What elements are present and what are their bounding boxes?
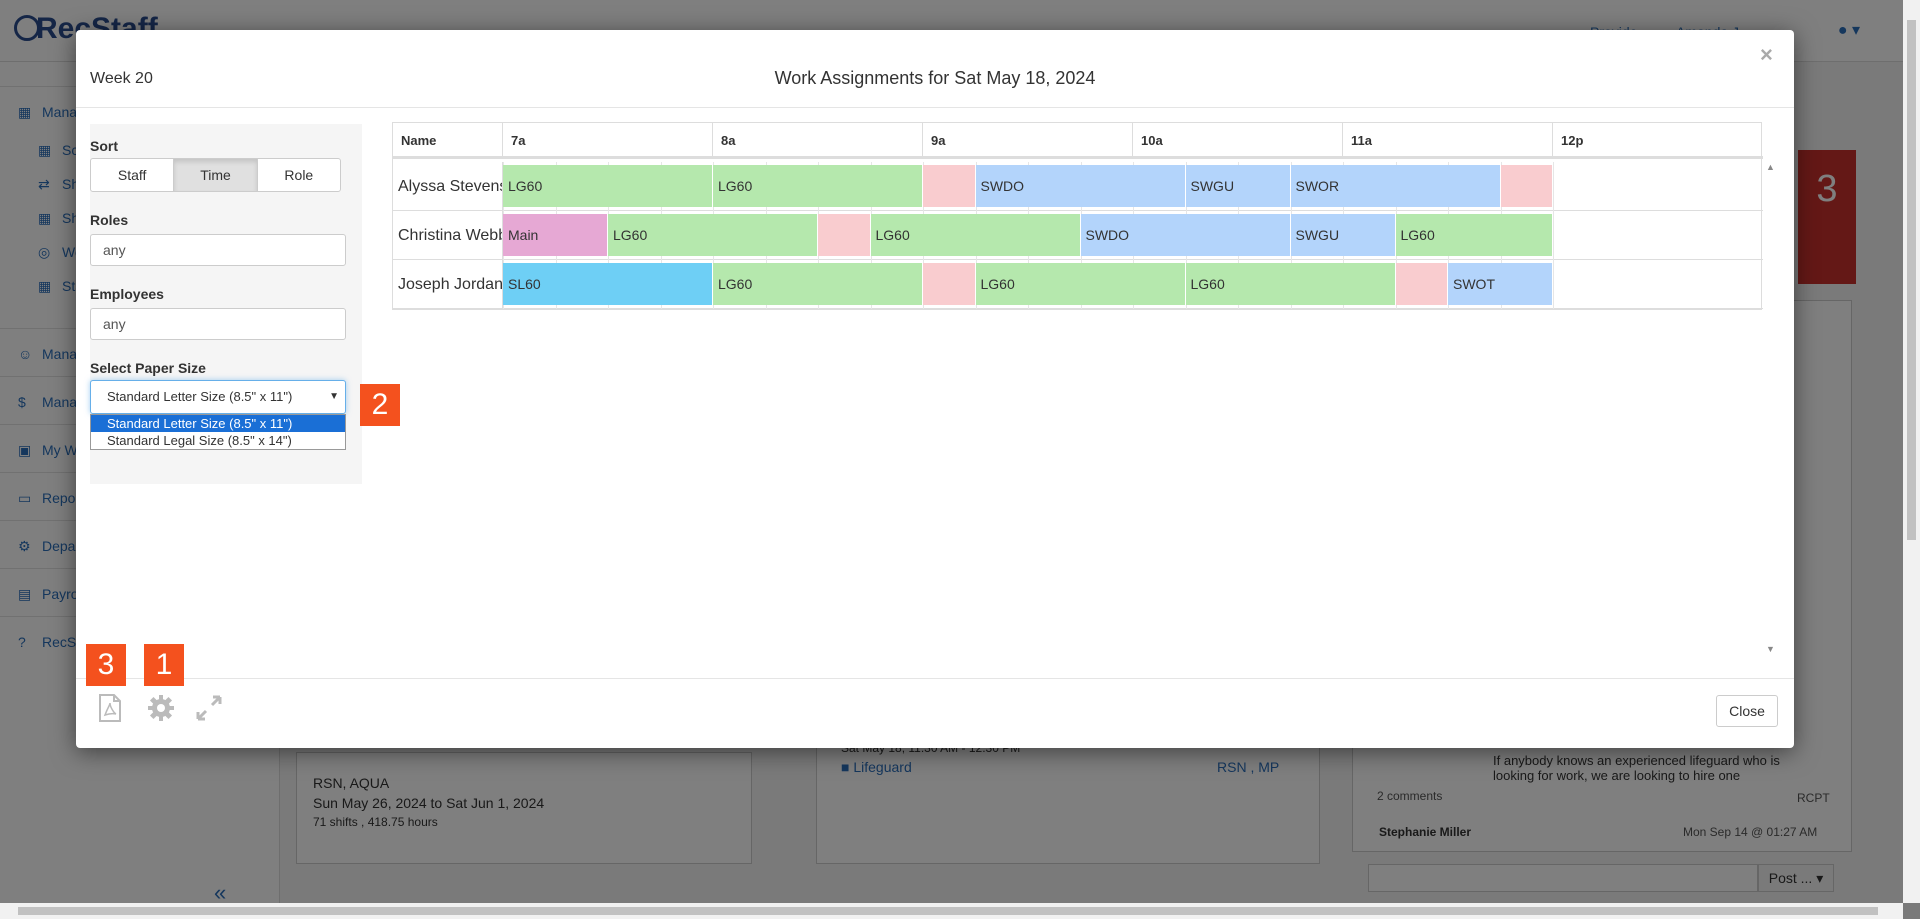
assignment-block[interactable]: LG60: [870, 214, 1081, 256]
sort-staff-button[interactable]: Staff: [91, 159, 175, 191]
grid-header-hour: 9a: [923, 123, 1133, 159]
grid-header-hour: 7a: [503, 123, 713, 159]
assignment-block[interactable]: SWOR: [1290, 165, 1501, 207]
roles-input[interactable]: any: [90, 234, 346, 266]
assignment-block[interactable]: LG60: [1185, 263, 1396, 305]
assignment-block[interactable]: LG60: [503, 165, 713, 207]
roles-label: Roles: [90, 212, 129, 228]
sort-time-button[interactable]: Time: [174, 159, 258, 191]
modal-footer: Close: [76, 678, 1794, 748]
modal-title: Work Assignments for Sat May 18, 2024: [774, 68, 1096, 88]
assignment-block[interactable]: SWGU: [1290, 214, 1396, 256]
table-row: Alyssa Stevens LG60 LG60 SWDO SWGU SWOR: [393, 162, 1763, 211]
grid-header-hour: 10a: [1133, 123, 1343, 159]
employee-name: Joseph Jordan: [393, 260, 503, 309]
assignment-block[interactable]: LG60: [713, 165, 923, 207]
paper-option-legal[interactable]: Standard Legal Size (8.5" x 14"): [107, 433, 292, 448]
table-row: Christina Webb Main LG60 LG60 SWDO SWGU LG60: [393, 211, 1763, 260]
assignment-block[interactable]: [1500, 165, 1553, 207]
assignment-block[interactable]: [923, 165, 976, 207]
grid-header-hour: 12p: [1561, 133, 1584, 148]
page-vertical-scrollbar[interactable]: [1903, 0, 1920, 903]
grid-line: [1553, 211, 1554, 260]
grid-header-hour: 11a: [1343, 123, 1553, 159]
week-label: Week 20: [90, 70, 153, 87]
work-assignments-modal: Week 20 Work Assignments for Sat May 18,…: [76, 30, 1794, 748]
assignment-block[interactable]: SWGU: [1185, 165, 1291, 207]
assignment-block[interactable]: [818, 214, 871, 256]
grid-line: [1553, 162, 1554, 211]
sort-button-group: Staff Time Role: [90, 158, 341, 192]
paper-size-selected: Standard Letter Size (8.5" x 11"): [107, 389, 293, 404]
assignment-block[interactable]: [1395, 263, 1448, 305]
assignment-block[interactable]: SWDO: [975, 165, 1186, 207]
marker-2: 2: [360, 384, 400, 426]
assignment-block[interactable]: LG60: [713, 263, 923, 305]
assignment-block[interactable]: SL60: [503, 263, 713, 305]
assignment-block[interactable]: SWOT: [1448, 263, 1553, 305]
modal-header: Week 20 Work Assignments for Sat May 18,…: [76, 30, 1794, 108]
grid-header-hour: 8a: [713, 123, 923, 159]
assignment-block[interactable]: SWDO: [1080, 214, 1291, 256]
page-horizontal-scrollbar[interactable]: [0, 903, 1903, 919]
employees-label: Employees: [90, 286, 164, 302]
expand-icon[interactable]: [194, 693, 224, 723]
close-icon[interactable]: ×: [1760, 42, 1773, 67]
assignment-block[interactable]: [923, 263, 976, 305]
scroll-down-icon[interactable]: ▼: [1766, 644, 1775, 654]
filter-panel: Sort Staff Time Role Roles any Employees…: [90, 124, 362, 484]
assignment-block[interactable]: LG60: [1395, 214, 1553, 256]
horizontal-scroll-thumb[interactable]: [18, 907, 1878, 915]
pdf-icon[interactable]: [96, 693, 126, 723]
marker-1: 1: [144, 644, 184, 686]
schedule-grid-area: Name 7a 8a 9a 10a 11a 12p Alyssa Stevens LG60 LG…: [392, 122, 1778, 656]
employees-input[interactable]: any: [90, 308, 346, 340]
assignment-block[interactable]: Main: [503, 214, 608, 256]
assignment-block[interactable]: LG60: [608, 214, 818, 256]
employee-name: Alyssa Stevens: [393, 162, 503, 211]
paper-option-letter[interactable]: Standard Letter Size (8.5" x 11"): [91, 415, 345, 432]
employee-name: Christina Webb: [393, 211, 503, 260]
paper-size-dropdown: Standard Letter Size (8.5" x 11") Standa…: [90, 414, 346, 450]
vertical-scroll-thumb[interactable]: [1907, 20, 1916, 540]
grid-line: [1553, 260, 1554, 309]
assignment-block[interactable]: LG60: [975, 263, 1186, 305]
grid-header-name[interactable]: Name: [393, 123, 503, 159]
paper-size-select[interactable]: Standard Letter Size (8.5" x 11") ▼: [90, 380, 346, 414]
sort-role-button[interactable]: Role: [284, 167, 314, 183]
marker-3: 3: [86, 644, 126, 686]
scroll-up-icon[interactable]: ▲: [1766, 162, 1775, 172]
schedule-grid: Name 7a 8a 9a 10a 11a 12p Alyssa Stevens LG60 LG…: [392, 122, 1763, 310]
gear-icon[interactable]: [146, 693, 176, 723]
close-button[interactable]: Close: [1716, 695, 1778, 727]
chevron-down-icon: ▼: [329, 391, 339, 402]
table-row: Joseph Jordan SL60 LG60 LG60 LG60 SWOT: [393, 260, 1763, 309]
sort-label: Sort: [90, 138, 118, 154]
grid-header: Name 7a 8a 9a 10a 11a 12p: [393, 123, 1763, 159]
paper-size-label: Select Paper Size: [90, 360, 206, 376]
